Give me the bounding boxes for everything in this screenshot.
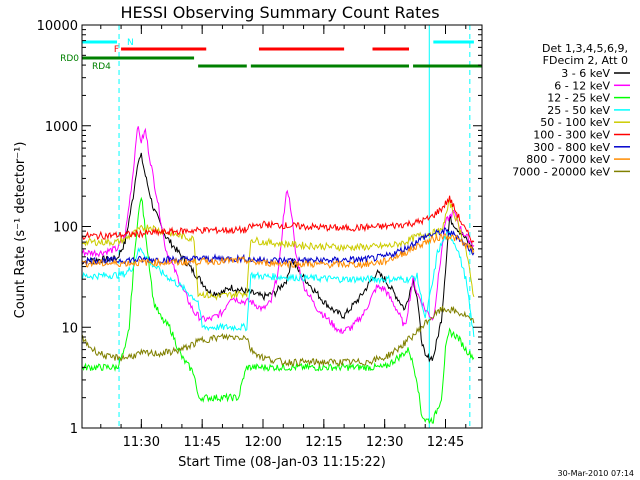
flag-bars: NF RD0 RD4 — [60, 38, 482, 72]
legend-label: 7000 - 20000 keV — [512, 165, 610, 178]
series-line — [82, 195, 475, 244]
y-axis: 1 10 100 1000 10000 — [37, 19, 482, 437]
series-line — [82, 227, 475, 266]
legend-label: 3 - 6 keV — [561, 67, 610, 80]
series-line — [82, 231, 475, 338]
series-line — [82, 196, 475, 425]
legend-label: 12 - 25 keV — [547, 92, 610, 105]
series-layer — [82, 126, 475, 425]
series-line — [82, 126, 475, 335]
y-tick-label: 1000 — [45, 120, 78, 135]
legend-title-line-2: FDecim 2, Att 0 — [543, 54, 628, 67]
legend-label: 25 - 50 keV — [547, 104, 610, 117]
series-line — [82, 305, 475, 368]
x-tick-label: 12:00 — [244, 435, 281, 450]
y-tick-label: 1 — [70, 422, 78, 437]
series-line — [82, 233, 475, 269]
legend-label: 800 - 7000 keV — [526, 153, 610, 166]
y-tick-label: 100 — [53, 221, 78, 236]
flag-label: RD4 — [92, 62, 111, 72]
x-tick-label: 12:15 — [305, 435, 342, 450]
flag-label: RD0 — [60, 54, 79, 64]
legend-label: 50 - 100 keV — [540, 116, 610, 129]
x-axis-label: Start Time (08-Jan-03 11:15:22) — [178, 455, 386, 470]
flag-label: F — [114, 45, 119, 55]
legend-label: 100 - 300 keV — [533, 129, 610, 142]
flag-label: N — [127, 38, 134, 48]
y-tick-label: 10000 — [37, 19, 78, 34]
legend-label: 300 - 800 keV — [533, 141, 610, 154]
legend: Det 1,3,4,5,6,9, FDecim 2, Att 0 3 - 6 k… — [512, 42, 630, 178]
footer-timestamp: 30-Mar-2010 07:14 — [558, 469, 635, 478]
series-line — [82, 198, 475, 301]
legend-title-line-1: Det 1,3,4,5,6,9, — [542, 42, 628, 55]
x-tick-label: 11:30 — [123, 435, 160, 450]
chart-title: HESSI Observing Summary Count Rates — [120, 3, 439, 22]
series-line — [82, 152, 475, 363]
x-axis: 11:30 11:45 12:00 12:15 12:30 12:45 — [100, 25, 467, 450]
x-tick-label: 11:45 — [183, 435, 220, 450]
legend-label: 6 - 12 keV — [554, 79, 610, 92]
y-axis-label: Count Rate (s⁻¹ detector⁻¹) — [13, 142, 28, 319]
y-tick-label: 10 — [61, 321, 78, 336]
x-tick-label: 12:30 — [366, 435, 403, 450]
x-tick-label: 12:45 — [427, 435, 464, 450]
